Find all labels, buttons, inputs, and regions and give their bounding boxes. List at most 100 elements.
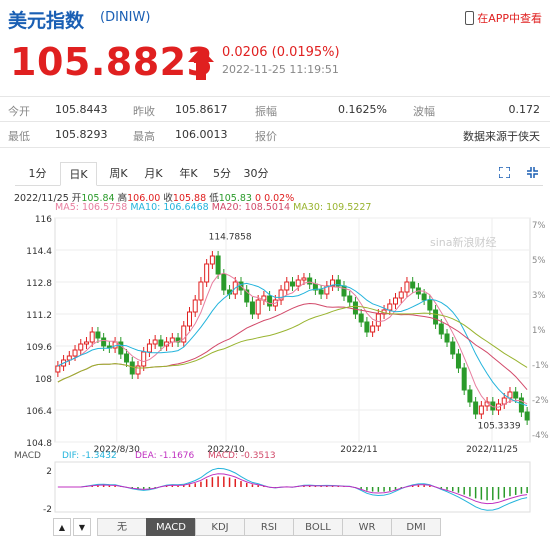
- indicator-dmi[interactable]: DMI: [391, 518, 441, 536]
- candle-body: [393, 297, 399, 305]
- candle-body: [244, 289, 250, 303]
- ohlc-high: 106.00: [127, 193, 161, 204]
- stat-label-range: 波幅: [413, 105, 435, 118]
- candle-body: [135, 365, 141, 375]
- candle-body: [398, 291, 404, 299]
- candle-body: [295, 279, 301, 287]
- macd-label: MACD: [14, 451, 41, 461]
- watermark: sina新浪财经: [430, 235, 497, 249]
- fullscreen-icon[interactable]: [499, 167, 510, 178]
- plot-frame: [54, 217, 531, 443]
- y-pct-tick-label: -2%: [532, 396, 549, 406]
- candle-body: [444, 333, 450, 343]
- y-pct-tick-label: -1%: [532, 361, 549, 371]
- candle-body: [358, 313, 364, 323]
- open-in-app-link[interactable]: 在APP中查看: [465, 10, 542, 26]
- y-pct-tick-label: 7%: [532, 221, 546, 231]
- x-tick-label: 2022/8/30: [94, 445, 140, 455]
- quote-timestamp: 2022-11-25 11:19:51: [222, 63, 339, 76]
- ohlc-close: 105.88: [172, 193, 207, 204]
- indicator-macd[interactable]: MACD: [146, 518, 196, 536]
- candle-body: [198, 281, 204, 301]
- candle-body: [347, 295, 353, 303]
- candle-body: [215, 255, 221, 275]
- candle-body: [450, 341, 456, 355]
- ma10-value: MA10: 106.6468: [130, 202, 209, 213]
- ma-line-ma10: [57, 282, 528, 407]
- candle-body: [249, 301, 255, 315]
- tab-yearly-k[interactable]: 年K: [179, 167, 198, 180]
- y-pct-tick-label: 3%: [532, 291, 546, 301]
- candle-body: [255, 299, 261, 315]
- shrink-icon[interactable]: [527, 167, 538, 178]
- scroll-up-button[interactable]: ▲: [53, 518, 71, 536]
- y-tick-label: 109.6: [26, 343, 52, 353]
- y-tick-label: 114.4: [26, 247, 52, 257]
- candle-body: [438, 323, 444, 335]
- indicator-wr[interactable]: WR: [342, 518, 392, 536]
- candle-body: [467, 389, 473, 403]
- stat-label-amplitude: 振幅: [255, 105, 277, 118]
- candle-body: [352, 301, 358, 315]
- candle-body: [364, 321, 370, 333]
- candle-body: [513, 391, 519, 399]
- stat-value-range: 0.172: [508, 103, 541, 116]
- x-tick-label: 2022/11/25: [466, 445, 518, 455]
- ohlc-summary: 2022/11/25 开105.84 高106.00 收105.88 低105.…: [14, 190, 294, 204]
- tab-1min[interactable]: 1分: [28, 167, 47, 180]
- tab-daily-k[interactable]: 日K: [60, 162, 97, 186]
- kline-chart: 116 114.4 112.8 111.2 109.6 108 106.4 104.8 7% 5%…: [14, 215, 549, 515]
- stat-label-prev-close: 昨收: [133, 105, 155, 118]
- indicator-rsi[interactable]: RSI: [244, 518, 294, 536]
- candle-body: [112, 341, 118, 349]
- macd-tick: -2: [43, 505, 52, 515]
- stats-table: 今开 105.8443 昨收 105.8617 振幅 0.1625% 波幅 0.…: [0, 96, 550, 148]
- stat-label-low: 最低: [8, 130, 30, 143]
- tab-5min[interactable]: 5分: [213, 167, 231, 180]
- candle-body: [95, 331, 101, 339]
- candle-body: [186, 311, 192, 327]
- candle-body: [387, 303, 393, 311]
- indicator-boll[interactable]: BOLL: [293, 518, 343, 536]
- candle-body: [78, 343, 84, 351]
- candle-body: [410, 281, 416, 289]
- ma30-value: MA30: 109.5227: [293, 202, 372, 213]
- y-tick-label: 106.4: [26, 407, 52, 417]
- stats-row: 最低 105.8293 最高 106.0013 报价 数据来源于侠天: [0, 122, 550, 148]
- y-tick-label: 108: [35, 375, 52, 385]
- candle-body: [89, 331, 95, 343]
- ohlc-high-label: 高: [117, 193, 128, 204]
- candle-body: [461, 367, 467, 391]
- indicator-kdj[interactable]: KDJ: [195, 518, 245, 536]
- tab-weekly-k[interactable]: 周K: [109, 167, 128, 180]
- open-in-app-label: 在APP中查看: [477, 12, 542, 25]
- candle-body: [335, 279, 341, 287]
- page-title: 美元指数: [8, 10, 85, 32]
- candle-body: [290, 281, 295, 287]
- candle-body: [473, 401, 479, 415]
- stat-value-high: 106.0013: [175, 128, 228, 141]
- x-tick-label: 2022/11: [340, 445, 377, 455]
- y-tick-label: 104.8: [26, 439, 52, 449]
- candle-body: [158, 339, 164, 347]
- price-annotation: 114.7858: [209, 232, 252, 242]
- indicator-none[interactable]: 无: [97, 518, 147, 536]
- candle-body: [307, 277, 313, 285]
- candle-body: [318, 289, 324, 295]
- y-pct-tick-label: 5%: [532, 256, 546, 266]
- candle-body: [146, 343, 152, 353]
- tab-monthly-k[interactable]: 月K: [144, 167, 163, 180]
- tab-30min[interactable]: 30分: [243, 167, 269, 180]
- ma-legend: MA5: 106.5758 MA10: 106.6468 MA20: 108.5…: [55, 202, 371, 213]
- stat-value-amplitude: 0.1625%: [338, 103, 387, 116]
- macd-dea-line: [57, 473, 528, 505]
- arrow-up-icon: [188, 48, 214, 80]
- ohlc-open: 105.84: [81, 193, 115, 204]
- scroll-down-button[interactable]: ▼: [73, 518, 91, 536]
- macd-dea: DEA: -1.1676: [135, 451, 195, 461]
- candle-body: [375, 313, 381, 327]
- y-tick-label: 111.2: [26, 311, 52, 321]
- ohlc-low: 105.83: [218, 193, 252, 204]
- stat-value-open: 105.8443: [55, 103, 108, 116]
- stat-value-source: 数据来源于侠天: [463, 130, 540, 143]
